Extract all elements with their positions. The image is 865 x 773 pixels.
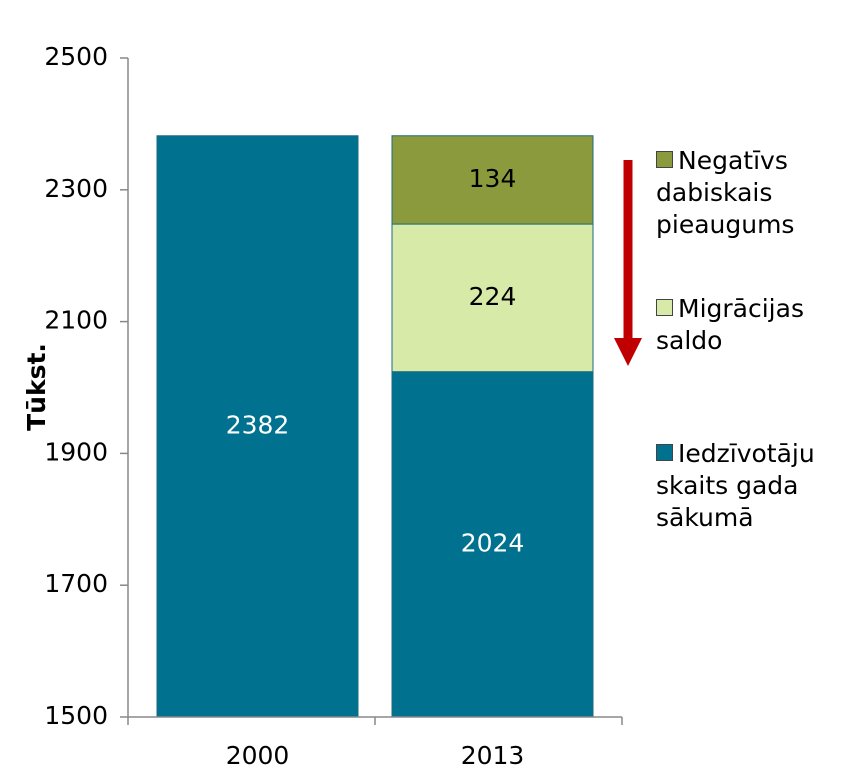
- y-tick-label: 1900: [44, 437, 108, 466]
- legend-item: Migrācijas saldo: [656, 293, 861, 357]
- legend-label: Negatīvs dabiskais pieaugums: [656, 146, 795, 239]
- y-tick-label: 1500: [44, 701, 108, 730]
- legend-label: Iedzīvotāju skaits gada sākumā: [656, 439, 815, 532]
- y-tick-label: 2300: [44, 174, 108, 203]
- data-label: 2024: [461, 528, 525, 557]
- data-label: 224: [469, 282, 517, 311]
- bar-segment: [391, 223, 594, 373]
- bar-segment: [391, 135, 594, 225]
- data-label: 2382: [226, 410, 290, 439]
- legend-item: Negatīvs dabiskais pieaugums: [656, 145, 861, 241]
- y-tick-label: 2100: [44, 306, 108, 335]
- bar-segment: [391, 371, 594, 718]
- y-tick-label: 2500: [44, 42, 108, 71]
- y-axis-label: Tūkst.: [22, 343, 51, 431]
- arrow: [614, 160, 642, 366]
- x-tick-label: 2000: [226, 741, 290, 770]
- legend-label: Migrācijas saldo: [656, 294, 804, 355]
- legend-swatch: [656, 151, 673, 168]
- legend-swatch: [656, 444, 673, 461]
- legend-swatch: [656, 299, 673, 316]
- y-tick-label: 1700: [44, 569, 108, 598]
- data-label: 134: [469, 164, 517, 193]
- x-tick-label: 2013: [461, 741, 525, 770]
- legend-item: Iedzīvotāju skaits gada sākumā: [656, 438, 861, 534]
